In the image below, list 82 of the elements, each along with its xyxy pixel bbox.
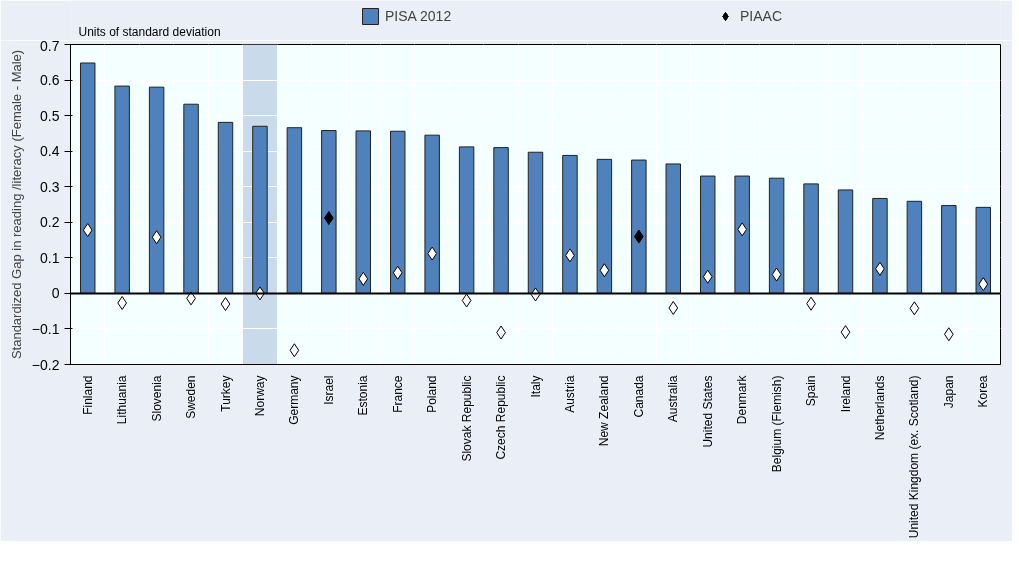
y-tick-label: 0.5 <box>40 107 60 124</box>
point <box>909 301 920 316</box>
y-tick-label: −0.1 <box>31 320 60 337</box>
text: Units of standard deviation <box>78 24 221 39</box>
bar <box>286 127 303 294</box>
x-tick-label: Italy <box>528 375 543 398</box>
bar <box>527 151 544 294</box>
bar <box>355 130 372 294</box>
bar <box>183 103 199 294</box>
x-tick-label: New Zealand <box>597 375 612 447</box>
bar <box>803 183 819 294</box>
point <box>978 277 989 292</box>
x-tick-label: Lithuania <box>115 375 130 425</box>
x-tick-label: Belgium (Flemish) <box>769 375 784 473</box>
bar <box>114 85 130 294</box>
x-tick-label: Estonia <box>356 375 371 416</box>
bar <box>458 146 475 294</box>
x-tick-label: Poland <box>425 375 440 413</box>
x-tick-label: Turkey <box>218 375 233 412</box>
x-tick-label: Netherlands <box>872 375 887 441</box>
y-tick-label: 0.6 <box>40 72 60 89</box>
point <box>220 297 231 312</box>
point <box>392 265 403 280</box>
point <box>358 271 369 286</box>
point <box>668 300 679 315</box>
x-tick-label: Sweden <box>184 375 199 419</box>
bar <box>424 134 440 294</box>
point <box>840 325 851 340</box>
x-tick-label: Slovak Republic <box>459 375 474 462</box>
x-tick-label: Australia <box>666 375 681 423</box>
y-tick-label: 0.2 <box>40 214 60 231</box>
bar <box>941 205 957 294</box>
legend-label: PISA 2012 <box>385 8 453 24</box>
x-tick-label: Norway <box>252 375 267 417</box>
bar <box>699 175 716 294</box>
bar <box>389 130 406 294</box>
bar <box>562 154 578 294</box>
x-tick-label: Austria <box>562 375 577 413</box>
bar <box>665 163 682 294</box>
bar <box>79 62 96 294</box>
y-tick-label: 0.1 <box>40 249 60 266</box>
bar <box>596 158 613 294</box>
x-tick-label: Ireland <box>838 375 853 413</box>
bar <box>768 177 785 294</box>
x-tick-label: Korea <box>976 375 991 408</box>
bar <box>631 159 647 294</box>
bar <box>148 86 165 294</box>
point <box>289 343 300 358</box>
bar <box>217 121 234 294</box>
point <box>151 230 162 245</box>
bar <box>837 189 854 294</box>
point <box>599 263 610 278</box>
x-tick-label: Finland <box>80 375 95 415</box>
y-tick-label: 0.7 <box>40 37 60 54</box>
x-tick-label: United States <box>700 375 715 448</box>
bar <box>493 147 509 294</box>
x-tick-label: Germany <box>287 375 302 425</box>
point <box>461 293 472 308</box>
y-tick-label: −0.2 <box>31 356 60 373</box>
bar <box>321 130 337 294</box>
x-tick-label: Israel <box>321 375 336 405</box>
bar <box>906 200 923 294</box>
bar <box>252 125 268 294</box>
y-tick-label: 0 <box>51 285 60 302</box>
bar <box>734 175 750 294</box>
y-axis-title: Standardized Gap in reading /literacy (Female - Male) <box>8 49 24 360</box>
x-tick-label: Spain <box>804 375 819 407</box>
legend-label: PIAAC <box>740 8 783 24</box>
point <box>82 223 93 238</box>
x-tick-label: Denmark <box>735 374 750 425</box>
y-tick-label: 0.3 <box>40 178 60 195</box>
x-tick-label: France <box>390 375 405 413</box>
x-tick-label: Japan <box>941 375 956 409</box>
x-tick-label: Slovenia <box>149 375 164 422</box>
bar <box>975 206 992 294</box>
x-tick-label: Czech Republic <box>494 375 509 460</box>
point <box>771 267 782 282</box>
y-tick-label: 0.4 <box>40 143 60 160</box>
x-tick-label: Canada <box>631 375 646 418</box>
x-tick-label: United Kingdom (ex. Scotland) <box>907 375 922 539</box>
point <box>702 269 713 284</box>
bar <box>872 197 888 294</box>
